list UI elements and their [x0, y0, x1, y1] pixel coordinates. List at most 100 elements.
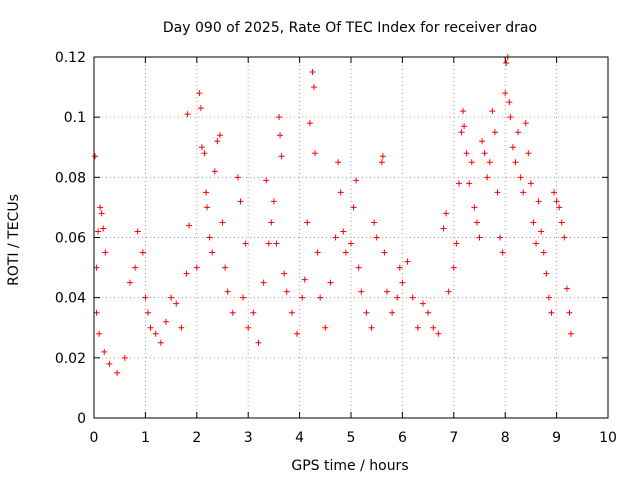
- data-point: [183, 270, 190, 277]
- data-point: [378, 159, 385, 166]
- data-point: [134, 228, 141, 235]
- data-point: [245, 324, 252, 331]
- data-point: [268, 219, 275, 226]
- data-point: [186, 222, 193, 229]
- data-point: [561, 234, 568, 241]
- data-point: [522, 120, 529, 127]
- data-point: [314, 249, 321, 256]
- data-point: [278, 153, 285, 160]
- y-tick-label: 0.04: [55, 291, 86, 307]
- data-point: [283, 288, 290, 295]
- data-point: [309, 69, 316, 76]
- data-point: [211, 168, 218, 175]
- data-point: [430, 324, 437, 331]
- tick-labels: 0 1 2 3 4 5 6 7 8 9 10 0 0.02 0.04 0.06 0.08 0.1 0.12: [55, 50, 617, 446]
- data-point: [322, 324, 329, 331]
- data-point: [460, 108, 467, 115]
- data-point: [399, 279, 406, 286]
- data-point: [353, 177, 360, 184]
- data-point: [294, 330, 301, 337]
- x-axis-label: GPS time / hours: [291, 458, 408, 474]
- data-point: [563, 285, 570, 292]
- data-point: [98, 210, 105, 217]
- y-tick-label: 0: [77, 411, 86, 427]
- data-point: [468, 159, 475, 166]
- data-point: [197, 105, 204, 112]
- data-point: [476, 234, 483, 241]
- x-tick-label: 9: [552, 430, 561, 446]
- data-point: [558, 219, 565, 226]
- data-point: [540, 249, 547, 256]
- axis-ticks: [93, 56, 609, 419]
- data-point: [332, 234, 339, 241]
- data-point: [184, 111, 191, 118]
- data-point: [525, 150, 532, 157]
- data-point: [270, 198, 277, 205]
- x-tick-label: 10: [599, 430, 617, 446]
- data-point: [168, 294, 175, 301]
- data-point: [535, 198, 542, 205]
- data-point: [486, 159, 493, 166]
- data-point: [121, 354, 128, 361]
- x-tick-label: 1: [141, 430, 150, 446]
- data-point: [381, 249, 388, 256]
- x-tick-label: 3: [244, 430, 253, 446]
- data-point: [551, 189, 558, 196]
- data-point: [473, 219, 480, 226]
- x-tick-label: 2: [192, 430, 201, 446]
- data-point: [530, 219, 537, 226]
- data-point: [499, 249, 506, 256]
- data-point: [260, 279, 267, 286]
- data-point: [506, 99, 513, 106]
- data-point: [527, 180, 534, 187]
- data-point: [250, 309, 257, 316]
- data-point: [368, 324, 375, 331]
- data-point: [566, 309, 573, 316]
- data-point: [491, 129, 498, 136]
- data-point: [363, 309, 370, 316]
- data-point: [209, 249, 216, 256]
- data-point: [355, 264, 362, 271]
- data-point: [502, 90, 509, 97]
- data-point: [327, 279, 334, 286]
- data-point: [389, 309, 396, 316]
- data-point: [93, 264, 100, 271]
- data-point: [340, 228, 347, 235]
- data-point: [222, 264, 229, 271]
- data-point: [481, 150, 488, 157]
- data-point: [466, 180, 473, 187]
- data-point: [144, 309, 151, 316]
- data-point: [114, 369, 121, 376]
- y-tick-label: 0.1: [64, 110, 86, 126]
- data-point: [517, 174, 524, 181]
- data-point: [494, 189, 501, 196]
- data-point: [173, 300, 180, 307]
- data-point: [419, 300, 426, 307]
- data-point: [288, 309, 295, 316]
- x-tick-label: 5: [347, 430, 356, 446]
- data-point: [342, 249, 349, 256]
- data-point: [312, 150, 319, 157]
- chart-title: Day 090 of 2025, Rate Of TEC Index for r…: [163, 20, 537, 36]
- data-point: [203, 189, 210, 196]
- data-point: [533, 240, 540, 247]
- data-point: [409, 294, 416, 301]
- data-point: [484, 174, 491, 181]
- data-point: [450, 264, 457, 271]
- data-point: [100, 225, 107, 232]
- gridlines: [94, 57, 608, 418]
- data-point: [265, 240, 272, 247]
- data-point: [193, 264, 200, 271]
- data-point: [219, 219, 226, 226]
- data-point: [453, 240, 460, 247]
- data-point: [102, 249, 109, 256]
- data-point: [162, 318, 169, 325]
- data-point: [497, 234, 504, 241]
- data-point: [229, 309, 236, 316]
- data-point: [152, 330, 159, 337]
- data-point: [489, 108, 496, 115]
- data-point: [93, 309, 100, 316]
- data-point: [348, 240, 354, 247]
- data-point: [396, 264, 403, 271]
- x-tick-label: 6: [398, 430, 407, 446]
